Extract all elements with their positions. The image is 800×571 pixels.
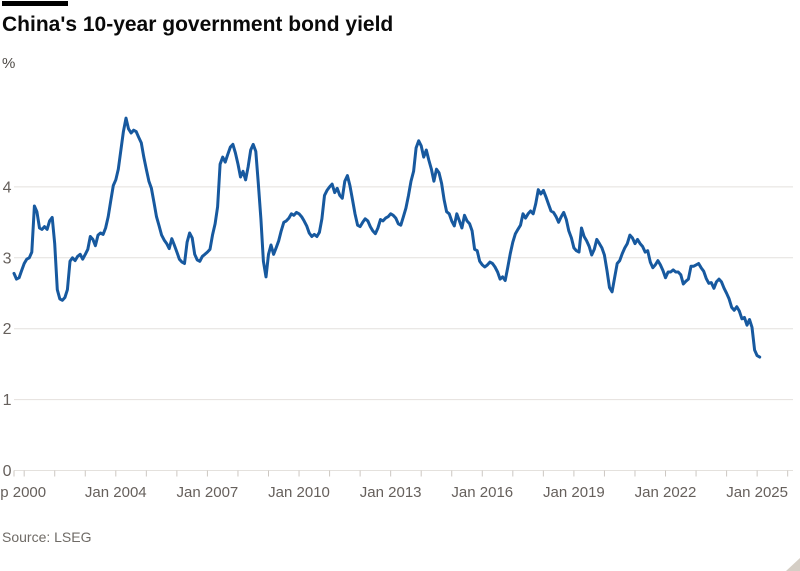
title-accent-bar bbox=[2, 1, 68, 6]
x-tick-label: Sep 2000 bbox=[0, 484, 46, 501]
y-tick-label: 2 bbox=[3, 321, 12, 338]
x-tick-label: Jan 2007 bbox=[177, 484, 239, 501]
y-tick-label: 0 bbox=[3, 463, 12, 480]
source-caption: Source: LSEG bbox=[2, 529, 92, 545]
resize-handle-icon[interactable] bbox=[786, 558, 800, 571]
x-tick-label: Jan 2019 bbox=[543, 484, 605, 501]
x-tick-label: Jan 2013 bbox=[360, 484, 422, 501]
y-tick-label: 1 bbox=[3, 392, 12, 409]
y-tick-label: 3 bbox=[3, 250, 12, 267]
chart-title: China's 10-year government bond yield bbox=[2, 13, 394, 36]
yield-line-series bbox=[12, 116, 762, 359]
x-tick-label: Jan 2016 bbox=[451, 484, 513, 501]
x-tick-label: Jan 2004 bbox=[85, 484, 147, 501]
x-tick-label: Jan 2010 bbox=[268, 484, 330, 501]
x-tick-label: Jan 2025 bbox=[726, 484, 788, 501]
y-axis-unit-label: % bbox=[2, 55, 16, 72]
y-tick-label: 4 bbox=[3, 179, 12, 196]
x-tick-label: Jan 2022 bbox=[635, 484, 697, 501]
